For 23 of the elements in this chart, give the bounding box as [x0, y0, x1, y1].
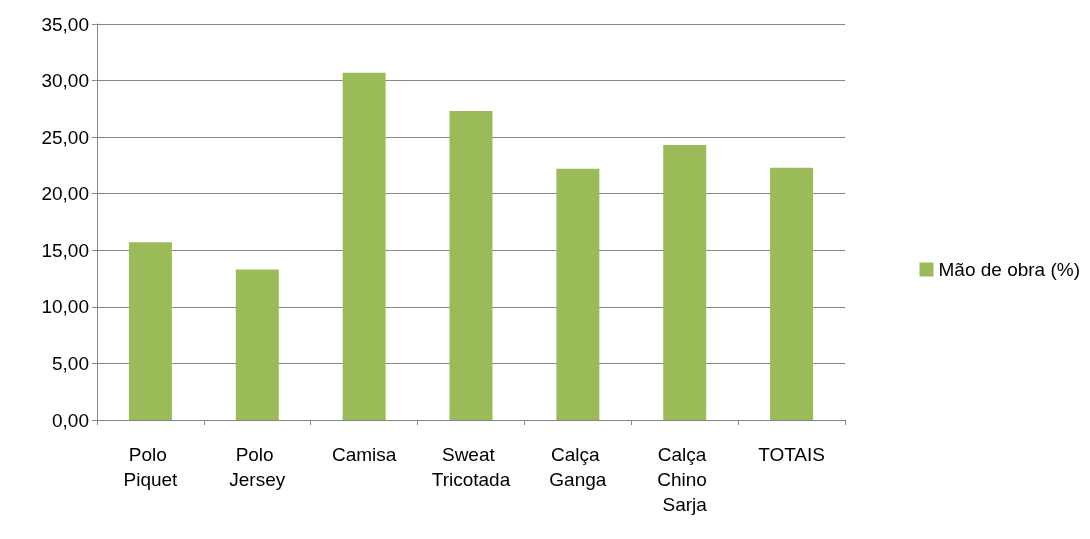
- x-tick-label: TOTAIS: [758, 444, 826, 465]
- y-tick-label: 0,00: [52, 409, 89, 431]
- y-tick-label: 35,00: [41, 13, 89, 35]
- x-tick-label: Calça Ganga: [549, 444, 607, 490]
- y-tick-label: 15,00: [41, 239, 89, 261]
- bar: [128, 242, 172, 420]
- bar: [449, 111, 493, 420]
- legend-label: Mão de obra (%): [938, 259, 1081, 280]
- y-tick-label: 20,00: [41, 183, 89, 205]
- x-tick-label: Polo Jersey: [229, 444, 286, 490]
- bar: [663, 145, 707, 420]
- y-tick-label: 30,00: [41, 70, 89, 92]
- bar: [770, 167, 814, 420]
- bar: [235, 269, 279, 420]
- y-tick-label: 10,00: [41, 296, 89, 318]
- x-tick-label: Calça Chino Sarja: [657, 444, 713, 515]
- y-tick-label: 25,00: [41, 126, 89, 148]
- bar: [342, 72, 386, 420]
- bar: [556, 168, 600, 420]
- x-tick-label: Camisa: [331, 444, 397, 465]
- x-tick-label: Sweat Tricotada: [431, 444, 511, 490]
- x-tick-label: Polo Piquet: [123, 444, 179, 490]
- y-tick-label: 5,00: [52, 352, 89, 374]
